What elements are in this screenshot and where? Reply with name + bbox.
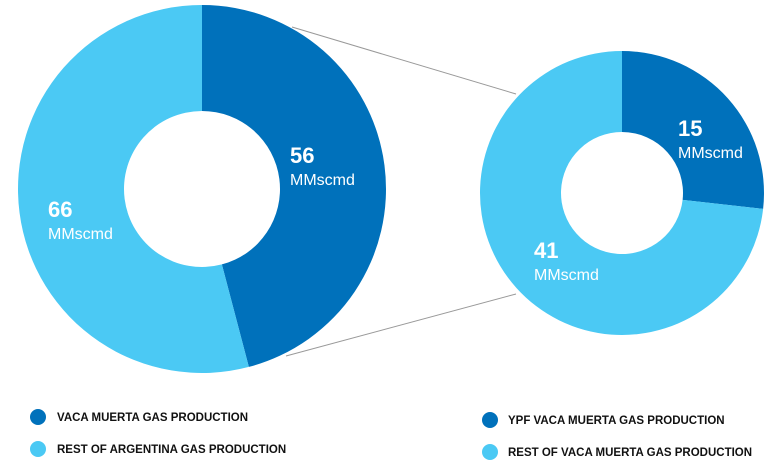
value-label: 41 [534,238,558,263]
unit-label: MMscmd [534,267,599,284]
unit-label: MMscmd [48,226,113,243]
donut-slice [480,51,764,335]
donut-slice [622,51,764,209]
donut-slice [202,4,387,367]
legend-label: YPF VACA MUERTA GAS PRODUCTION [508,415,725,427]
value-label: 56 [290,143,314,168]
legend-swatch [482,412,498,428]
zoom-connector [285,293,517,357]
unit-label: MMscmd [678,145,743,162]
legend-label: VACA MUERTA GAS PRODUCTION [57,412,248,424]
zoom-connector [291,26,517,95]
value-label: 66 [48,197,72,222]
legend-swatch [30,441,46,457]
legend-label: REST OF ARGENTINA GAS PRODUCTION [57,444,286,456]
legend-swatch [30,409,46,425]
unit-label: MMscmd [290,172,355,189]
value-label: 15 [678,116,702,141]
legend-label: REST OF VACA MUERTA GAS PRODUCTION [508,447,752,459]
legend-swatch [482,444,498,460]
donut-slice [18,5,249,373]
